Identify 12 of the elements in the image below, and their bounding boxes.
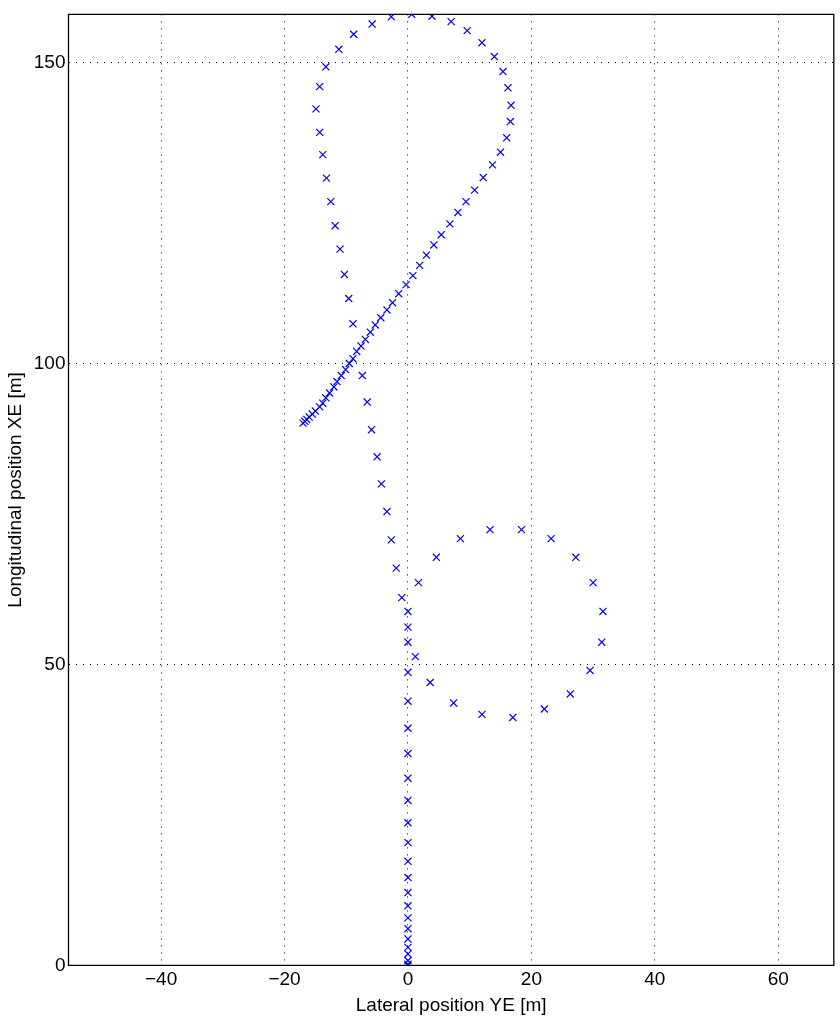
y-axis-title: Longitudinal position XE [m] — [3, 372, 25, 608]
x-tick-label: −20 — [268, 968, 301, 990]
y-tick-label: 150 — [33, 50, 66, 72]
x-tick-label: 40 — [644, 968, 666, 990]
x-tick-label: 60 — [767, 968, 789, 990]
x-tick-label: −40 — [144, 968, 178, 990]
x-axis-title: Lateral position YE [m] — [355, 993, 547, 1015]
y-tick-label: 0 — [54, 953, 66, 975]
x-tick-label: 0 — [402, 968, 414, 990]
x-tick-label: 20 — [520, 968, 542, 990]
y-tick-label: 100 — [33, 351, 66, 373]
y-tick-label: 50 — [44, 652, 66, 674]
